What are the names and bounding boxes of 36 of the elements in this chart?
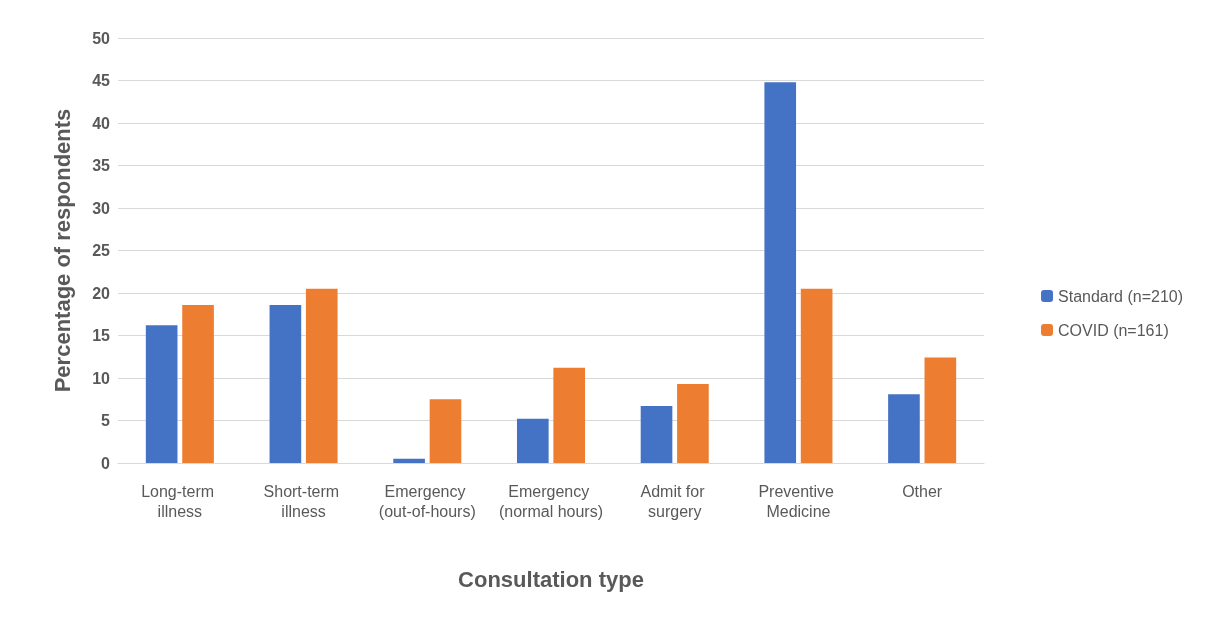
bar xyxy=(764,82,797,463)
x-tick-label: Emergency (out-of-hours) xyxy=(378,482,476,520)
bar xyxy=(553,367,586,463)
y-tick-label: 45 xyxy=(92,72,111,89)
x-tick-label: Emergency (normal hours) xyxy=(498,482,604,520)
legend-label: Standard (n=210) xyxy=(1058,287,1184,305)
bar xyxy=(393,458,425,463)
x-axis-title: Consultation type xyxy=(458,566,644,592)
bar xyxy=(429,399,462,463)
y-tick-label: 15 xyxy=(92,327,111,344)
y-tick-label: 0 xyxy=(101,454,111,472)
x-tick-label: Admit for surgery xyxy=(640,482,709,520)
bar xyxy=(800,288,833,463)
y-tick-label: 35 xyxy=(92,157,111,174)
y-axis-title: Percentage of respondents xyxy=(49,108,75,393)
y-tick-label: 25 xyxy=(92,242,111,259)
bar xyxy=(516,418,549,463)
y-tick-label: 10 xyxy=(92,369,111,387)
bar xyxy=(305,288,338,463)
y-tick-label: 50 xyxy=(92,29,111,47)
bar xyxy=(888,394,920,463)
x-tick-label: Preventive Medicine xyxy=(758,482,839,520)
y-tick-label: 20 xyxy=(92,284,111,302)
y-tick-label: 30 xyxy=(92,199,111,217)
bar xyxy=(182,304,214,463)
y-tick-label: 40 xyxy=(92,114,111,132)
x-tick-label: Short-term illness xyxy=(263,482,344,520)
bar xyxy=(677,383,709,463)
legend-label: COVID (n=161) xyxy=(1058,321,1169,339)
x-tick-label: Long-term illness xyxy=(141,482,219,520)
x-tick-label: Other xyxy=(902,482,943,500)
bar xyxy=(640,406,673,463)
bar xyxy=(924,357,957,463)
bar xyxy=(269,304,302,463)
bar xyxy=(145,325,178,463)
y-tick-label: 5 xyxy=(101,412,111,429)
